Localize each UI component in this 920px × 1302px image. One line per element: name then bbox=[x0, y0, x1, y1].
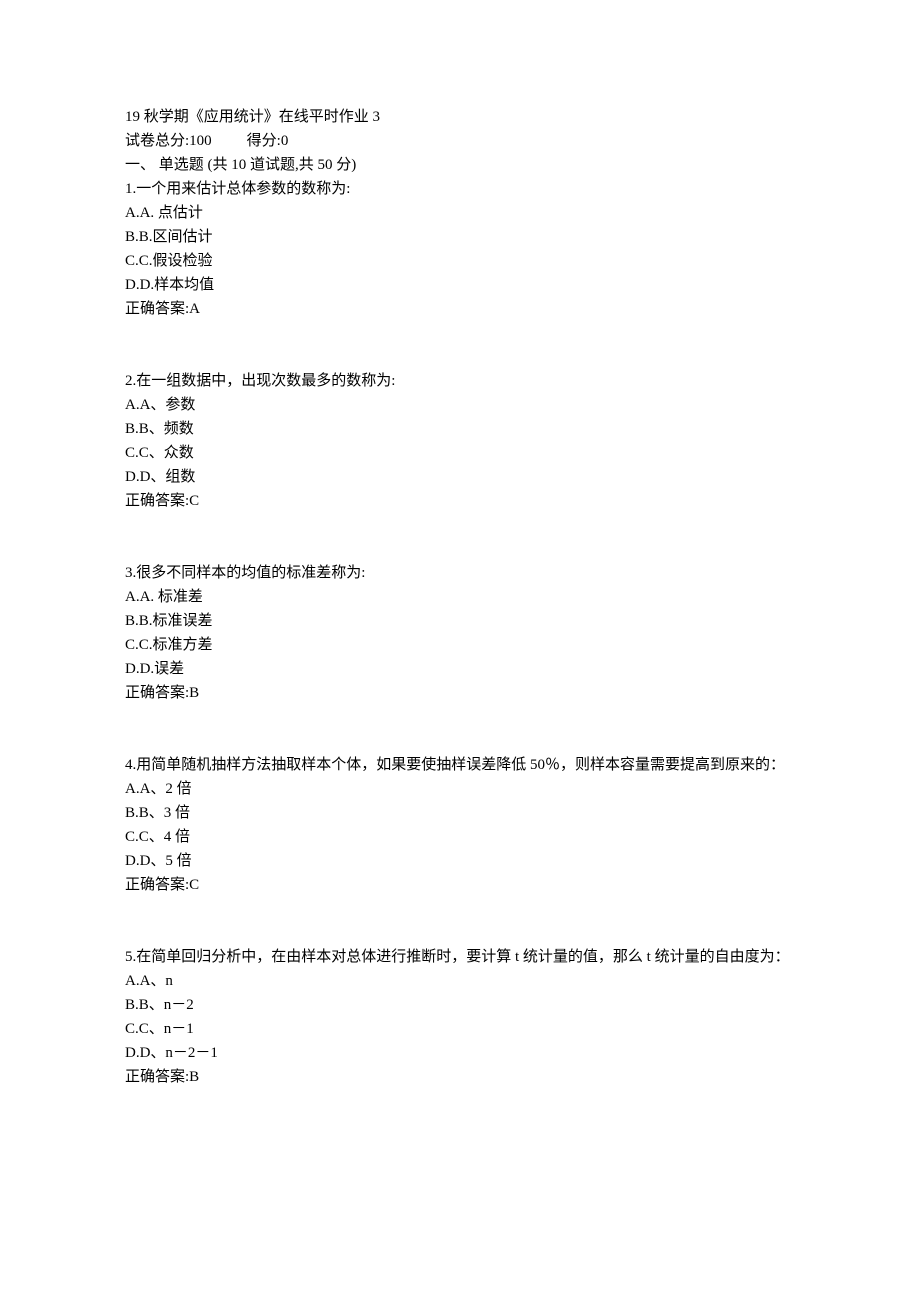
option-c: C.C.标准方差 bbox=[125, 633, 795, 657]
option-b: B.B、频数 bbox=[125, 417, 795, 441]
option-c: C.C、n－1 bbox=[125, 1017, 795, 1041]
answer: 正确答案:A bbox=[125, 297, 795, 321]
question-5: 5.在简单回归分析中，在由样本对总体进行推断时，要计算 t 统计量的值，那么 t… bbox=[125, 945, 795, 1089]
question-2: 2.在一组数据中，出现次数最多的数称为: A.A、参数 B.B、频数 C.C、众… bbox=[125, 369, 795, 513]
option-d: D.D、组数 bbox=[125, 465, 795, 489]
assignment-title: 19 秋学期《应用统计》在线平时作业 3 bbox=[125, 105, 795, 129]
question-3: 3.很多不同样本的均值的标准差称为: A.A. 标准差 B.B.标准误差 C.C… bbox=[125, 561, 795, 705]
question-stem: 2.在一组数据中，出现次数最多的数称为: bbox=[125, 369, 795, 393]
option-d: D.D、5 倍 bbox=[125, 849, 795, 873]
option-a: A.A. 标准差 bbox=[125, 585, 795, 609]
option-a: A.A、2 倍 bbox=[125, 777, 795, 801]
answer: 正确答案:C bbox=[125, 489, 795, 513]
answer: 正确答案:C bbox=[125, 873, 795, 897]
score-got: 得分:0 bbox=[247, 129, 289, 153]
option-d: D.D.样本均值 bbox=[125, 273, 795, 297]
option-c: C.C、众数 bbox=[125, 441, 795, 465]
option-a: A.A. 点估计 bbox=[125, 201, 795, 225]
question-stem: 3.很多不同样本的均值的标准差称为: bbox=[125, 561, 795, 585]
section-header: 一、 单选题 (共 10 道试题,共 50 分) bbox=[125, 153, 795, 177]
option-d: D.D、n－2－1 bbox=[125, 1041, 795, 1065]
question-stem: 1.一个用来估计总体参数的数称为: bbox=[125, 177, 795, 201]
option-d: D.D.误差 bbox=[125, 657, 795, 681]
option-c: C.C.假设检验 bbox=[125, 249, 795, 273]
option-b: B.B、3 倍 bbox=[125, 801, 795, 825]
answer: 正确答案:B bbox=[125, 1065, 795, 1089]
option-b: B.B.区间估计 bbox=[125, 225, 795, 249]
option-a: A.A、n bbox=[125, 969, 795, 993]
question-stem: 4.用简单随机抽样方法抽取样本个体，如果要使抽样误差降低 50％，则样本容量需要… bbox=[125, 753, 795, 777]
option-b: B.B、n－2 bbox=[125, 993, 795, 1017]
option-c: C.C、4 倍 bbox=[125, 825, 795, 849]
document-header: 19 秋学期《应用统计》在线平时作业 3 试卷总分:100 得分:0 一、 单选… bbox=[125, 105, 795, 177]
score-total: 试卷总分:100 bbox=[125, 129, 212, 153]
option-b: B.B.标准误差 bbox=[125, 609, 795, 633]
question-4: 4.用简单随机抽样方法抽取样本个体，如果要使抽样误差降低 50％，则样本容量需要… bbox=[125, 753, 795, 897]
question-1: 1.一个用来估计总体参数的数称为: A.A. 点估计 B.B.区间估计 C.C.… bbox=[125, 177, 795, 321]
answer: 正确答案:B bbox=[125, 681, 795, 705]
option-a: A.A、参数 bbox=[125, 393, 795, 417]
question-stem: 5.在简单回归分析中，在由样本对总体进行推断时，要计算 t 统计量的值，那么 t… bbox=[125, 945, 795, 969]
